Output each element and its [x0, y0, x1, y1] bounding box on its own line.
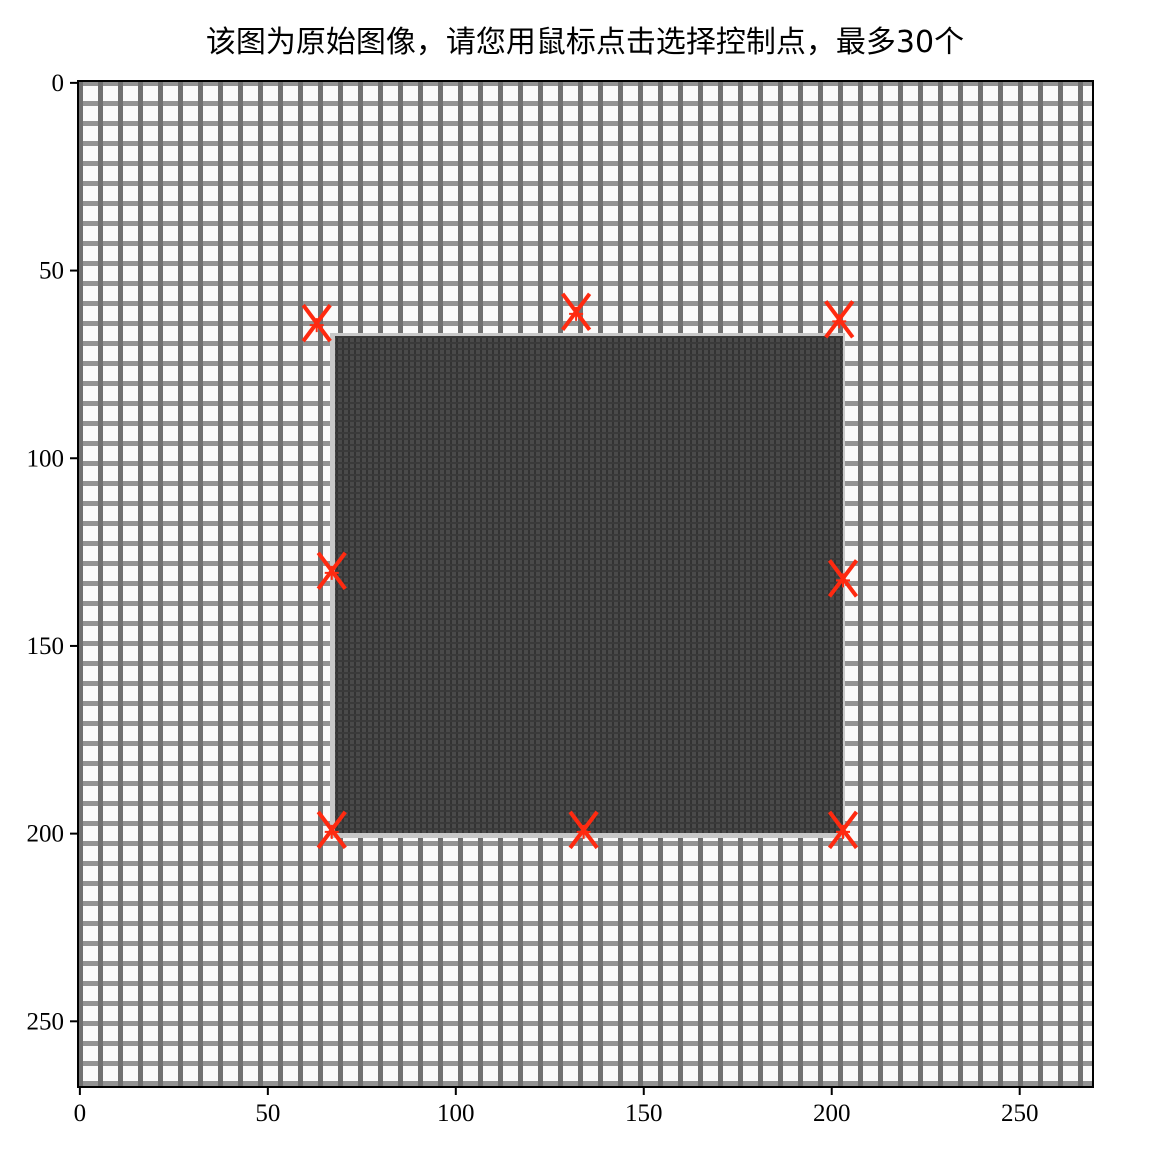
control-point: [316, 551, 347, 591]
x-tick-label: 200: [813, 1100, 851, 1127]
x-tick-label: 250: [1001, 1100, 1039, 1127]
x-tick-label: 150: [625, 1100, 663, 1127]
control-point: [561, 292, 592, 332]
x-tick-label: 100: [437, 1100, 475, 1127]
plus-marker: [576, 824, 591, 839]
plus-marker: [324, 565, 339, 580]
plus-marker: [836, 824, 851, 839]
y-tick-label: 150: [27, 633, 65, 660]
y-tick-label: 50: [39, 258, 64, 285]
plus-marker: [569, 306, 584, 321]
plus-marker: [836, 573, 851, 588]
x-tick-label: 0: [74, 1100, 87, 1127]
control-point: [568, 810, 599, 850]
chart-title: 该图为原始图像，请您用鼠标点击选择控制点，最多30个: [206, 25, 964, 60]
image: [78, 81, 1093, 1087]
control-point: [316, 810, 347, 850]
control-point: [827, 559, 859, 598]
plus-marker: [309, 318, 324, 333]
plus-marker: [324, 824, 339, 839]
plus-marker: [832, 314, 847, 329]
axes-frame: [77, 80, 1094, 1088]
y-tick-label: 200: [27, 821, 65, 848]
control-point: [824, 300, 855, 339]
y-tick-label: 0: [52, 70, 65, 97]
dark-square: [335, 336, 843, 833]
control-point: [301, 303, 332, 343]
y-tick-label: 100: [27, 445, 65, 472]
plot-layer: 0 50 100 150 200 250 0 50 100 150 200 250: [27, 70, 1039, 1127]
control-point: [827, 810, 859, 850]
y-tick-label: 250: [27, 1008, 65, 1035]
x-tick-label: 50: [255, 1100, 280, 1127]
